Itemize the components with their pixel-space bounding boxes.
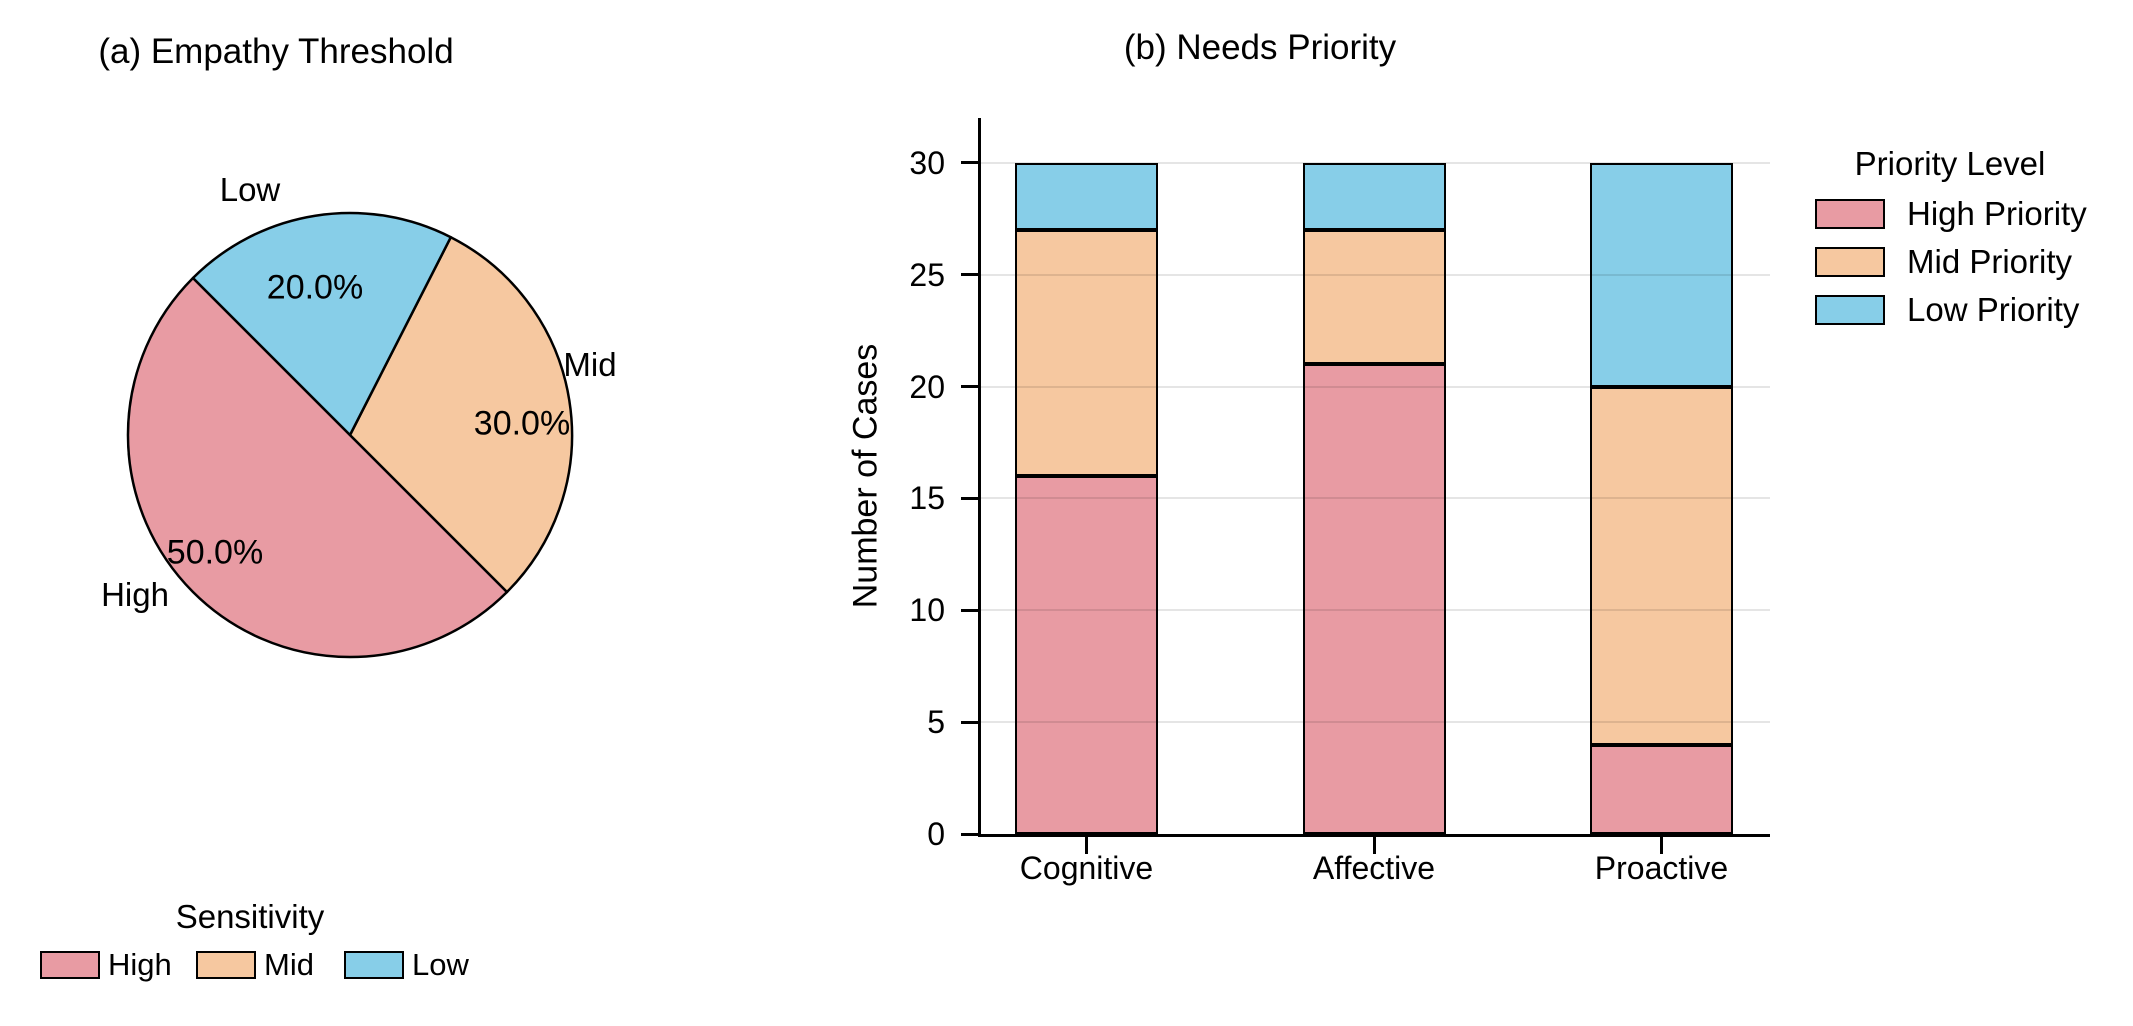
y-tick: [961, 385, 978, 388]
gridline: [980, 273, 1770, 276]
bar-segment-cognitive-mid: [1015, 229, 1158, 476]
legend-swatch-low: [344, 951, 404, 979]
legend-swatch-high-priority: [1815, 199, 1885, 229]
gridline: [980, 497, 1770, 500]
bar-legend-entry: High Priority: [1815, 197, 2087, 231]
pie-legend-entry: Mid: [196, 949, 314, 981]
gridline: [980, 609, 1770, 612]
legend-label: High: [108, 947, 172, 982]
bar-segment-cognitive-high: [1015, 476, 1158, 834]
bar-title: (b) Needs Priority: [1123, 28, 1397, 67]
y-tick-label: 0: [927, 816, 945, 852]
y-tick: [961, 608, 978, 612]
legend-label: Low Priority: [1907, 291, 2080, 328]
pct-label: 30.0%: [473, 404, 571, 443]
bar-legend-entry: Mid Priority: [1815, 245, 2072, 279]
y-tick: [961, 720, 978, 724]
gridline: [980, 385, 1770, 388]
pie-legend-entry: High: [40, 949, 172, 981]
y-tick-label: 15: [909, 480, 945, 517]
x-tick: [1085, 837, 1088, 854]
bar-segment-cognitive-low: [1015, 162, 1158, 230]
legend-swatch-low-priority: [1815, 295, 1885, 325]
pie-chart: [126, 211, 574, 659]
pct-label: 50.0%: [166, 533, 264, 572]
legend-label: High Priority: [1907, 195, 2087, 232]
y-tick-label: 30: [909, 144, 945, 181]
y-tick: [961, 496, 978, 500]
gridline: [980, 721, 1770, 724]
bar-legend-title: Priority Level: [1854, 145, 2046, 182]
x-tick-label: Cognitive: [1019, 850, 1154, 886]
x-tick-label: Proactive: [1594, 850, 1729, 886]
y-tick: [961, 832, 978, 836]
legend-label: Low: [412, 947, 469, 982]
legend-swatch-mid: [196, 951, 256, 979]
slice-label: Low: [219, 171, 281, 208]
bar-segment-proactive-low: [1590, 162, 1733, 387]
x-tick: [1660, 837, 1663, 854]
legend-label: Mid Priority: [1907, 243, 2073, 280]
pie-slice-high: [126, 276, 509, 659]
pie-legend-entry: Low: [344, 949, 469, 981]
x-axis-spine: [978, 834, 1770, 837]
bar-segment-proactive-high: [1590, 744, 1733, 834]
legend-swatch-high: [40, 951, 100, 979]
x-tick: [1372, 837, 1376, 854]
pie-slice-mid: [348, 235, 574, 594]
y-tick-label: 25: [909, 256, 945, 293]
bar-plot-area: [980, 118, 1770, 834]
pie-legend-title: Sensitivity: [175, 898, 325, 935]
bar-segment-proactive-mid: [1590, 386, 1733, 745]
bar-segment-affective-high: [1302, 364, 1446, 834]
y-tick: [961, 161, 978, 165]
y-axis-spine: [978, 118, 981, 837]
pct-label: 20.0%: [266, 268, 364, 307]
x-tick-label: Affective: [1312, 850, 1436, 886]
slice-label: High: [101, 576, 169, 613]
pie-slice-low: [191, 211, 453, 437]
y-tick-label: 20: [909, 368, 945, 405]
legend-swatch-mid-priority: [1815, 247, 1885, 277]
bar-segment-affective-low: [1302, 162, 1446, 230]
bar-segment-affective-mid: [1302, 229, 1446, 365]
bar-legend-entry: Low Priority: [1815, 293, 2079, 327]
legend-label: Mid: [264, 947, 314, 982]
slice-label: Mid: [563, 346, 617, 383]
y-tick-label: 5: [927, 704, 945, 741]
y-tick: [961, 273, 978, 277]
gridline: [980, 161, 1770, 164]
pie-title: (a) Empathy Threshold: [98, 32, 454, 71]
y-tick-label: 10: [909, 592, 945, 629]
